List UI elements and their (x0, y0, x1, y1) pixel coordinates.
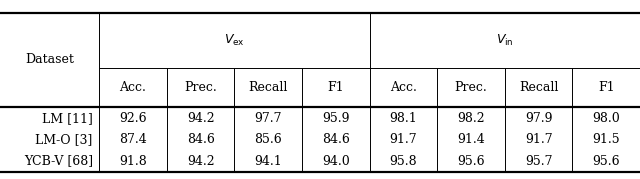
Text: 95.6: 95.6 (593, 155, 620, 168)
Text: Acc.: Acc. (120, 81, 147, 94)
Text: YCB-V [68]: YCB-V [68] (24, 155, 93, 168)
Text: Prec.: Prec. (454, 81, 488, 94)
Text: F1: F1 (328, 81, 344, 94)
Text: 94.2: 94.2 (187, 155, 214, 168)
Text: 94.0: 94.0 (322, 155, 349, 168)
Text: 87.4: 87.4 (119, 133, 147, 146)
Text: LM-O [3]: LM-O [3] (35, 133, 93, 146)
Text: 85.6: 85.6 (254, 133, 282, 146)
Text: 91.7: 91.7 (525, 133, 552, 146)
Text: Prec.: Prec. (184, 81, 217, 94)
Text: $V_{\mathrm{ex}}$: $V_{\mathrm{ex}}$ (224, 33, 245, 48)
Text: 94.1: 94.1 (254, 155, 282, 168)
Text: 95.6: 95.6 (457, 155, 485, 168)
Text: 91.8: 91.8 (119, 155, 147, 168)
Text: 98.0: 98.0 (593, 112, 620, 125)
Text: 84.6: 84.6 (322, 133, 349, 146)
Text: 94.2: 94.2 (187, 112, 214, 125)
Text: Acc.: Acc. (390, 81, 417, 94)
Text: 95.9: 95.9 (322, 112, 349, 125)
Text: 95.7: 95.7 (525, 155, 552, 168)
Text: 98.1: 98.1 (390, 112, 417, 125)
Text: 97.9: 97.9 (525, 112, 552, 125)
Text: 91.7: 91.7 (390, 133, 417, 146)
Text: 98.2: 98.2 (457, 112, 485, 125)
Text: Recall: Recall (519, 81, 558, 94)
Text: 92.6: 92.6 (119, 112, 147, 125)
Text: 95.8: 95.8 (390, 155, 417, 168)
Text: 91.4: 91.4 (457, 133, 485, 146)
Text: Recall: Recall (248, 81, 288, 94)
Text: $V_{\mathrm{in}}$: $V_{\mathrm{in}}$ (496, 33, 514, 48)
Text: 97.7: 97.7 (255, 112, 282, 125)
Text: 84.6: 84.6 (187, 133, 214, 146)
Text: LM [11]: LM [11] (42, 112, 93, 125)
Text: Dataset: Dataset (25, 54, 74, 66)
Text: 91.5: 91.5 (593, 133, 620, 146)
Text: F1: F1 (598, 81, 614, 94)
